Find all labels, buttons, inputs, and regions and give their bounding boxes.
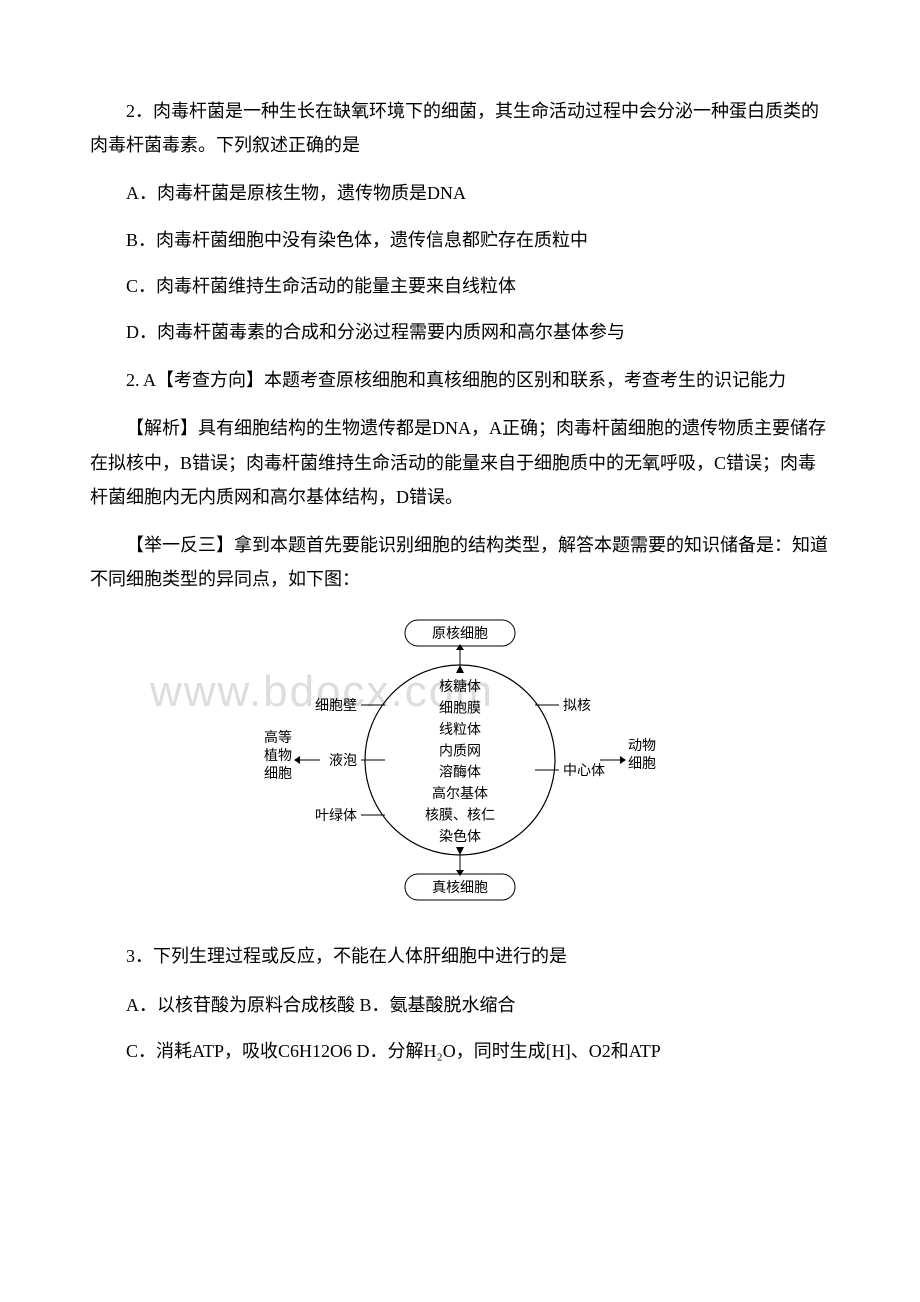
q2-option-b: B．肉毒杆菌细胞中没有染色体，遗传信息都贮存在质粒中 bbox=[90, 223, 830, 257]
cell-comparison-diagram: 原核细胞真核细胞 核糖体细胞膜线粒体内质网溶酶体高尔基体核膜、核仁染色体 细胞壁液泡… bbox=[90, 610, 830, 921]
q2-option-a: A．肉毒杆菌是原核生物，遗传物质是DNA bbox=[90, 176, 830, 210]
svg-text:细胞: 细胞 bbox=[628, 756, 656, 772]
q3-options-line1: A．以核苷酸为原料合成核酸 B．氨基酸脱水缩合 bbox=[90, 988, 830, 1022]
svg-text:高尔基体: 高尔基体 bbox=[432, 785, 488, 802]
q2-option-d: D．肉毒杆菌毒素的合成和分泌过程需要内质网和高尔基体参与 bbox=[90, 315, 830, 349]
q3-options-line2: C．消耗ATP，吸收C6H12O6 D．分解H₂O，同时生成[H]、O2和ATP bbox=[90, 1034, 830, 1068]
svg-text:染色体: 染色体 bbox=[439, 828, 481, 845]
q2-extension: 【举一反三】拿到本题首先要能识别细胞的结构类型，解答本题需要的知识储备是：知道不… bbox=[90, 528, 830, 596]
diagram-svg: 原核细胞真核细胞 核糖体细胞膜线粒体内质网溶酶体高尔基体核膜、核仁染色体 细胞壁液泡… bbox=[250, 610, 670, 910]
q2-stem: 2．肉毒杆菌是一种生长在缺氧环境下的细菌，其生命活动过程中会分泌一种蛋白质类的肉… bbox=[90, 94, 830, 162]
svg-text:细胞膜: 细胞膜 bbox=[439, 701, 481, 717]
svg-text:溶酶体: 溶酶体 bbox=[439, 765, 481, 781]
svg-text:原核细胞: 原核细胞 bbox=[432, 626, 488, 642]
document-content: 2．肉毒杆菌是一种生长在缺氧环境下的细菌，其生命活动过程中会分泌一种蛋白质类的肉… bbox=[90, 94, 830, 1068]
svg-text:高等: 高等 bbox=[264, 729, 292, 746]
svg-text:拟核: 拟核 bbox=[563, 698, 591, 714]
svg-text:植物: 植物 bbox=[264, 748, 292, 764]
svg-text:液泡: 液泡 bbox=[329, 753, 357, 769]
svg-text:细胞壁: 细胞壁 bbox=[315, 698, 357, 714]
svg-text:核糖体: 核糖体 bbox=[439, 679, 481, 695]
svg-text:核膜、核仁: 核膜、核仁 bbox=[425, 808, 495, 824]
q2-answer: 2. A【考查方向】本题考查原核细胞和真核细胞的区别和联系，考查考生的识记能力 bbox=[90, 363, 830, 397]
svg-text:动物: 动物 bbox=[628, 738, 656, 754]
q3-stem: 3．下列生理过程或反应，不能在人体肝细胞中进行的是 bbox=[90, 939, 830, 973]
q2-option-c: C．肉毒杆菌维持生命活动的能量主要来自线粒体 bbox=[90, 269, 830, 303]
svg-text:叶绿体: 叶绿体 bbox=[315, 808, 357, 824]
svg-text:中心体: 中心体 bbox=[563, 763, 605, 779]
svg-text:线粒体: 线粒体 bbox=[439, 722, 481, 738]
q2-analysis: 【解析】具有细胞结构的生物遗传都是DNA，A正确；肉毒杆菌细胞的遗传物质主要储存… bbox=[90, 411, 830, 514]
svg-text:真核细胞: 真核细胞 bbox=[432, 880, 488, 896]
svg-text:内质网: 内质网 bbox=[439, 744, 481, 760]
svg-text:细胞: 细胞 bbox=[264, 766, 292, 782]
